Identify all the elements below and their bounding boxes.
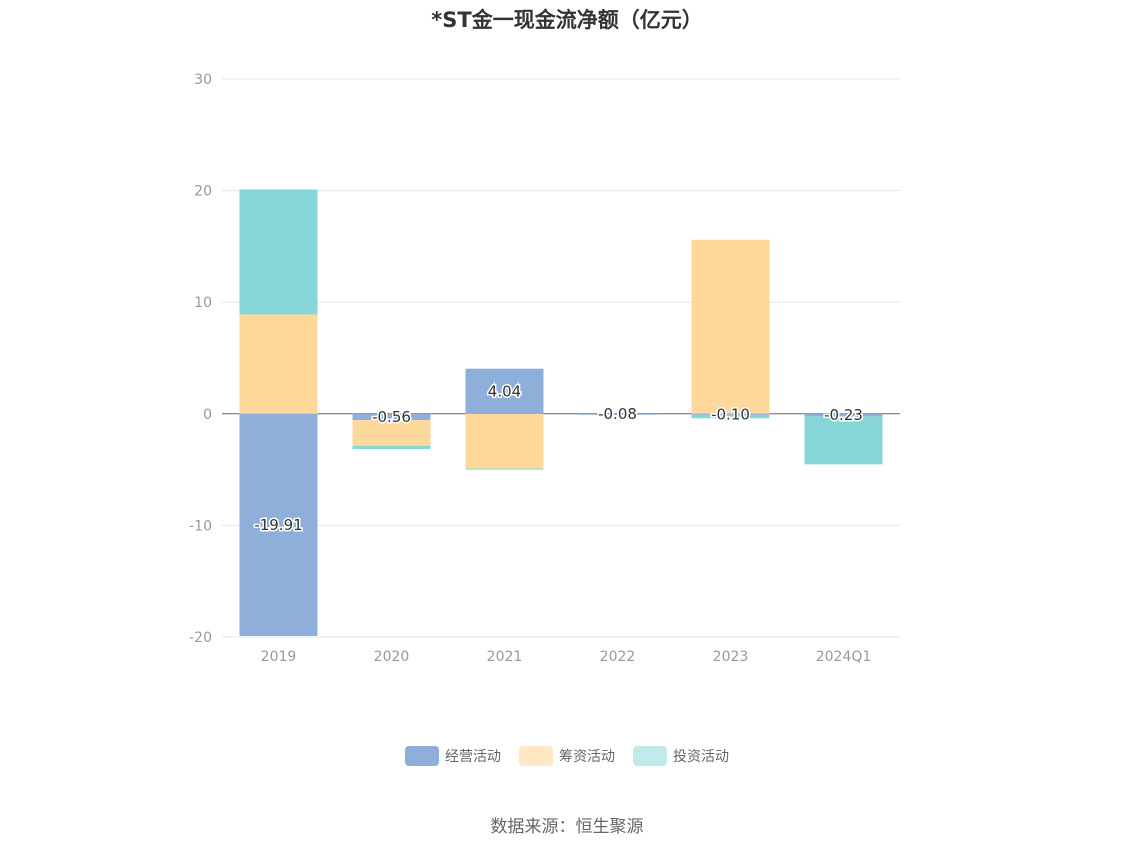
data-label: -0.56 xyxy=(372,408,411,426)
x-tick-label: 2022 xyxy=(600,649,636,665)
x-tick-label: 2021 xyxy=(487,649,523,665)
legend-swatch-investing xyxy=(633,746,667,766)
stacked-bar-chart: 30 20 10 0 -10 -20 2019 2020 2021 2022 2023 2024Q1 -… xyxy=(189,72,900,665)
data-label: -19.91 xyxy=(254,516,302,534)
bar-segment xyxy=(239,314,318,414)
data-label: 4.04 xyxy=(488,382,521,400)
bar-segment xyxy=(804,416,883,465)
legend-label-operating: 经营活动 xyxy=(445,749,501,765)
bar-segment xyxy=(691,414,770,419)
bar-segment xyxy=(352,413,431,421)
legend-swatch-operating xyxy=(405,746,439,766)
data-label: -0.23 xyxy=(824,406,863,424)
x-tick-label: 2020 xyxy=(374,649,410,665)
x-tick-label: 2023 xyxy=(713,649,749,665)
y-tick-label: 30 xyxy=(194,72,212,88)
bar-segment xyxy=(804,413,883,417)
legend-label-financing: 筹资活动 xyxy=(559,749,615,765)
data-label: -0.10 xyxy=(711,405,750,423)
legend-item-investing[interactable]: 投资活动 xyxy=(633,746,729,766)
bar-segment xyxy=(352,420,431,446)
chart-legend: 经营活动 筹资活动 投资活动 xyxy=(0,746,1134,766)
legend-label-investing: 投资活动 xyxy=(673,749,729,765)
data-label: -0.08 xyxy=(598,405,637,423)
x-tick-label: 2024Q1 xyxy=(816,649,872,665)
bar-segment xyxy=(465,368,544,414)
legend-item-financing[interactable]: 筹资活动 xyxy=(519,746,615,766)
data-source-note: 数据来源：恒生聚源 xyxy=(490,817,644,837)
y-tick-label: -10 xyxy=(189,518,212,534)
bar-segment xyxy=(352,445,431,450)
chart-title: *ST金一现金流净额（亿元） xyxy=(431,8,703,32)
y-tick-label: 10 xyxy=(194,295,212,311)
bar-segment xyxy=(691,413,770,415)
y-tick-label: 20 xyxy=(194,184,212,200)
bar-segment xyxy=(691,239,770,414)
bar-segment xyxy=(578,413,657,415)
x-tick-label: 2019 xyxy=(261,649,297,665)
bar-segment xyxy=(465,468,544,470)
y-tick-label: 0 xyxy=(203,407,212,423)
bar-segment xyxy=(239,189,318,315)
y-tick-label: -20 xyxy=(189,630,212,646)
bar-segment xyxy=(239,413,318,636)
legend-item-operating[interactable]: 经营活动 xyxy=(405,746,501,766)
bar-segment xyxy=(465,413,544,469)
legend-swatch-financing xyxy=(519,746,553,766)
